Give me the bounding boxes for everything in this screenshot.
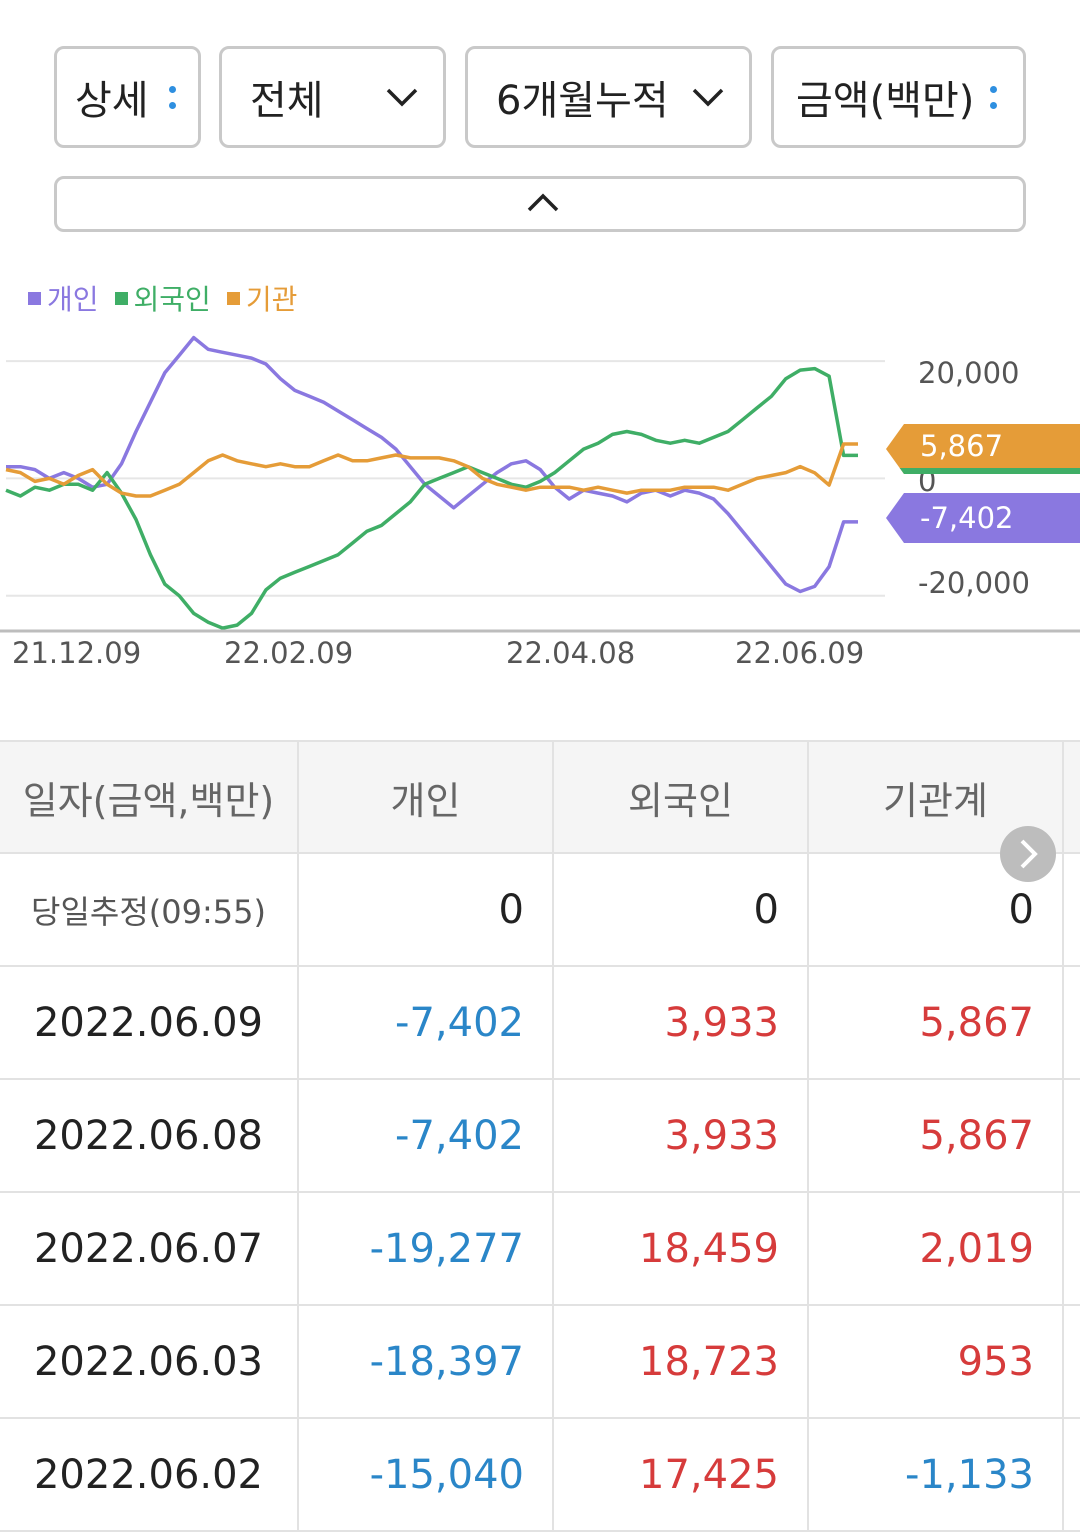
series-line-individual xyxy=(6,335,858,594)
investor-trend-chart xyxy=(0,335,1080,633)
table-row: 2022.06.08 -7,402 3,933 5,867 xyxy=(0,1080,1080,1193)
row-foreign: 18,459 xyxy=(554,1193,809,1304)
row-institution: 2,019 xyxy=(809,1193,1064,1304)
row-date: 2022.06.02 xyxy=(0,1419,299,1530)
row-date: 당일추정(09:55) xyxy=(0,854,299,965)
institution-last-value-badge: 5,867 xyxy=(886,424,1080,474)
scope-select-label: 전체 xyxy=(250,78,324,124)
row-individual: -7,402 xyxy=(299,1080,554,1191)
series-line-foreign xyxy=(5,366,858,630)
view-select-label: 상세 xyxy=(75,78,149,124)
more-dots-icon xyxy=(990,85,998,109)
x-tick-label: 22.04.08 xyxy=(506,636,636,670)
legend-item-individual: 개인 xyxy=(28,278,99,318)
header-institution: 기관계 xyxy=(809,742,1064,852)
scroll-right-button[interactable] xyxy=(1000,826,1056,882)
more-dots-icon xyxy=(168,85,176,109)
row-institution: -1,133 xyxy=(809,1419,1064,1530)
individual-last-value-badge: -7,402 xyxy=(886,493,1080,543)
table-header-row: 일자(금액,백만) 개인 외국인 기관계 xyxy=(0,740,1080,854)
chevron-down-icon xyxy=(692,88,724,107)
legend-item-foreign: 외국인 xyxy=(114,278,211,318)
table-row: 당일추정(09:55) 0 0 0 xyxy=(0,854,1080,967)
table-row: 2022.06.02 -15,040 17,425 -1,133 xyxy=(0,1419,1080,1532)
legend-item-institution: 기관 xyxy=(226,278,298,318)
table-row: 2022.06.09 -7,402 3,933 5,867 xyxy=(0,967,1080,1080)
individual-last-value: -7,402 xyxy=(920,501,1014,535)
header-date: 일자(금액,백만) xyxy=(0,742,299,852)
header-individual: 개인 xyxy=(299,742,554,852)
row-individual: -19,277 xyxy=(299,1193,554,1304)
legend-label: 개인 xyxy=(47,283,99,316)
row-date: 2022.06.07 xyxy=(0,1193,299,1304)
row-foreign: 17,425 xyxy=(554,1419,809,1530)
row-institution: 0 xyxy=(809,854,1064,965)
legend-swatch xyxy=(114,291,128,305)
table-row: 2022.06.03 -18,397 18,723 953 xyxy=(0,1306,1080,1419)
row-date: 2022.06.08 xyxy=(0,1080,299,1191)
header-foreign: 외국인 xyxy=(554,742,809,852)
series-line-institution xyxy=(5,442,858,498)
row-institution: 953 xyxy=(809,1306,1064,1417)
row-individual: -18,397 xyxy=(299,1306,554,1417)
table-row: 2022.06.07 -19,277 18,459 2,019 xyxy=(0,1193,1080,1306)
row-foreign: 0 xyxy=(554,854,809,965)
chevron-down-icon xyxy=(386,88,418,107)
row-individual: -15,040 xyxy=(299,1419,554,1530)
chart-grid xyxy=(6,360,885,597)
scope-select[interactable]: 전체 xyxy=(219,46,446,148)
legend-swatch xyxy=(226,291,240,305)
x-tick-label: 22.06.09 xyxy=(735,636,865,670)
row-date: 2022.06.09 xyxy=(0,967,299,1078)
institution-last-value: 5,867 xyxy=(920,429,1004,463)
chart-lines xyxy=(5,335,858,630)
row-institution: 5,867 xyxy=(809,967,1064,1078)
legend-swatch xyxy=(28,291,41,305)
row-foreign: 3,933 xyxy=(554,1080,809,1191)
period-select[interactable]: 6개월누적 xyxy=(465,46,752,148)
legend-label: 외국인 xyxy=(133,283,211,316)
chevron-up-icon xyxy=(527,193,559,212)
chevron-right-icon xyxy=(1020,839,1038,869)
row-foreign: 18,723 xyxy=(554,1306,809,1417)
x-tick-label: 21.12.09 xyxy=(12,636,142,670)
row-institution: 5,867 xyxy=(809,1080,1064,1191)
unit-select-label: 금액(백만) xyxy=(796,78,975,124)
period-select-label: 6개월누적 xyxy=(496,78,669,124)
collapse-filters-button[interactable] xyxy=(54,176,1026,232)
row-individual: -7,402 xyxy=(299,967,554,1078)
y-tick-label: -20,000 xyxy=(918,566,1030,600)
chart-legend: 개인 외국인 기관 xyxy=(28,278,297,318)
y-tick-label: 20,000 xyxy=(918,356,1020,390)
legend-label: 기관 xyxy=(245,283,298,316)
view-select[interactable]: 상세 xyxy=(54,46,201,148)
row-individual: 0 xyxy=(299,854,554,965)
x-tick-label: 22.02.09 xyxy=(224,636,354,670)
row-date: 2022.06.03 xyxy=(0,1306,299,1417)
row-foreign: 3,933 xyxy=(554,967,809,1078)
unit-select[interactable]: 금액(백만) xyxy=(771,46,1026,148)
